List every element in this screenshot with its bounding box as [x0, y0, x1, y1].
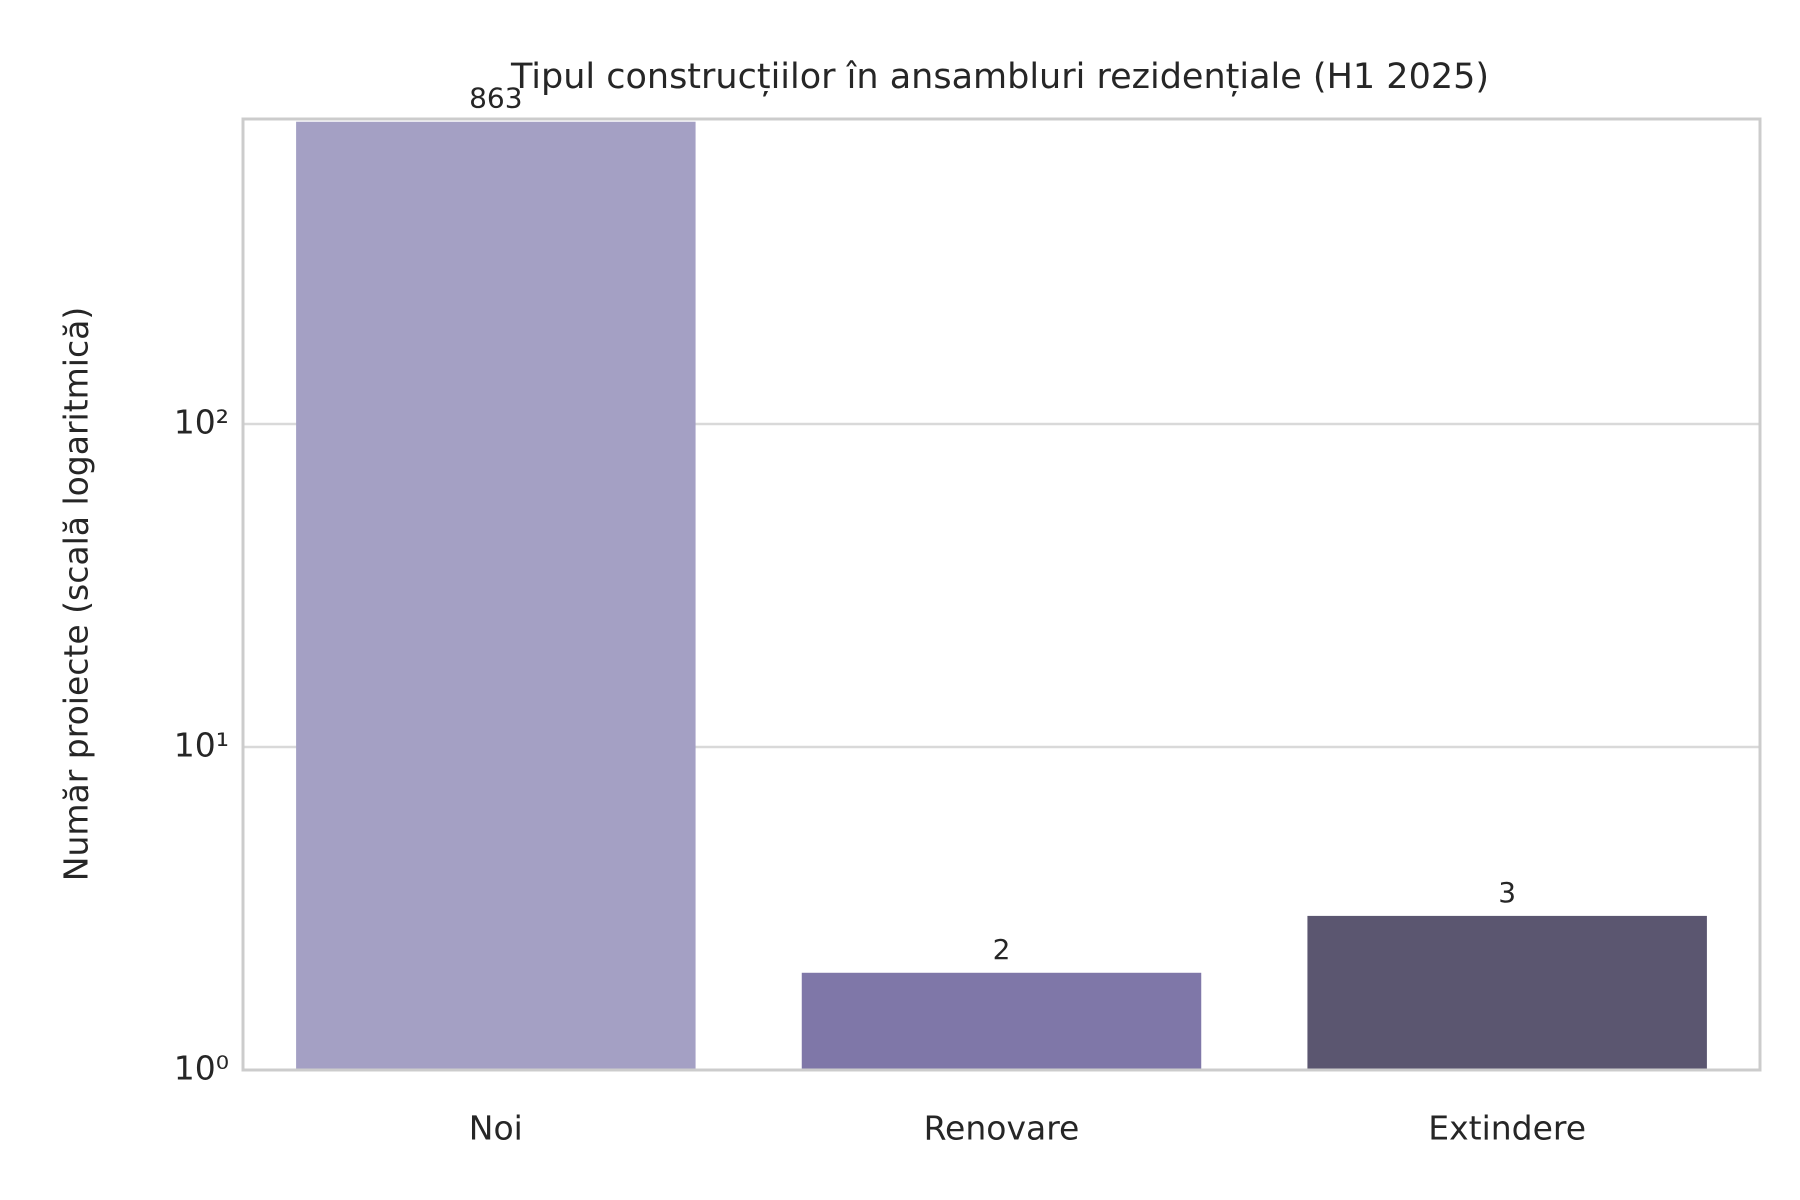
x-tick-label: Extindere [1428, 1109, 1586, 1148]
bar [296, 121, 696, 1071]
y-tick-label: 10¹ [174, 726, 229, 765]
plot-frame [241, 117, 1762, 1072]
y-tick-label: 10² [174, 403, 229, 442]
y-tick-label: 10⁰ [174, 1049, 229, 1088]
x-tick-label: Noi [469, 1109, 523, 1148]
data-label: 863 [469, 82, 522, 115]
data-label: 2 [993, 933, 1011, 966]
x-tick-label: Renovare [924, 1109, 1080, 1148]
y-axis-label: Număr proiecte (scală logaritmică) [57, 307, 96, 881]
data-label: 3 [1498, 876, 1516, 909]
bar [801, 972, 1202, 1070]
chart-title: Tipul construcțiilor în ansambluri rezid… [510, 57, 1489, 97]
bar [1307, 915, 1707, 1070]
